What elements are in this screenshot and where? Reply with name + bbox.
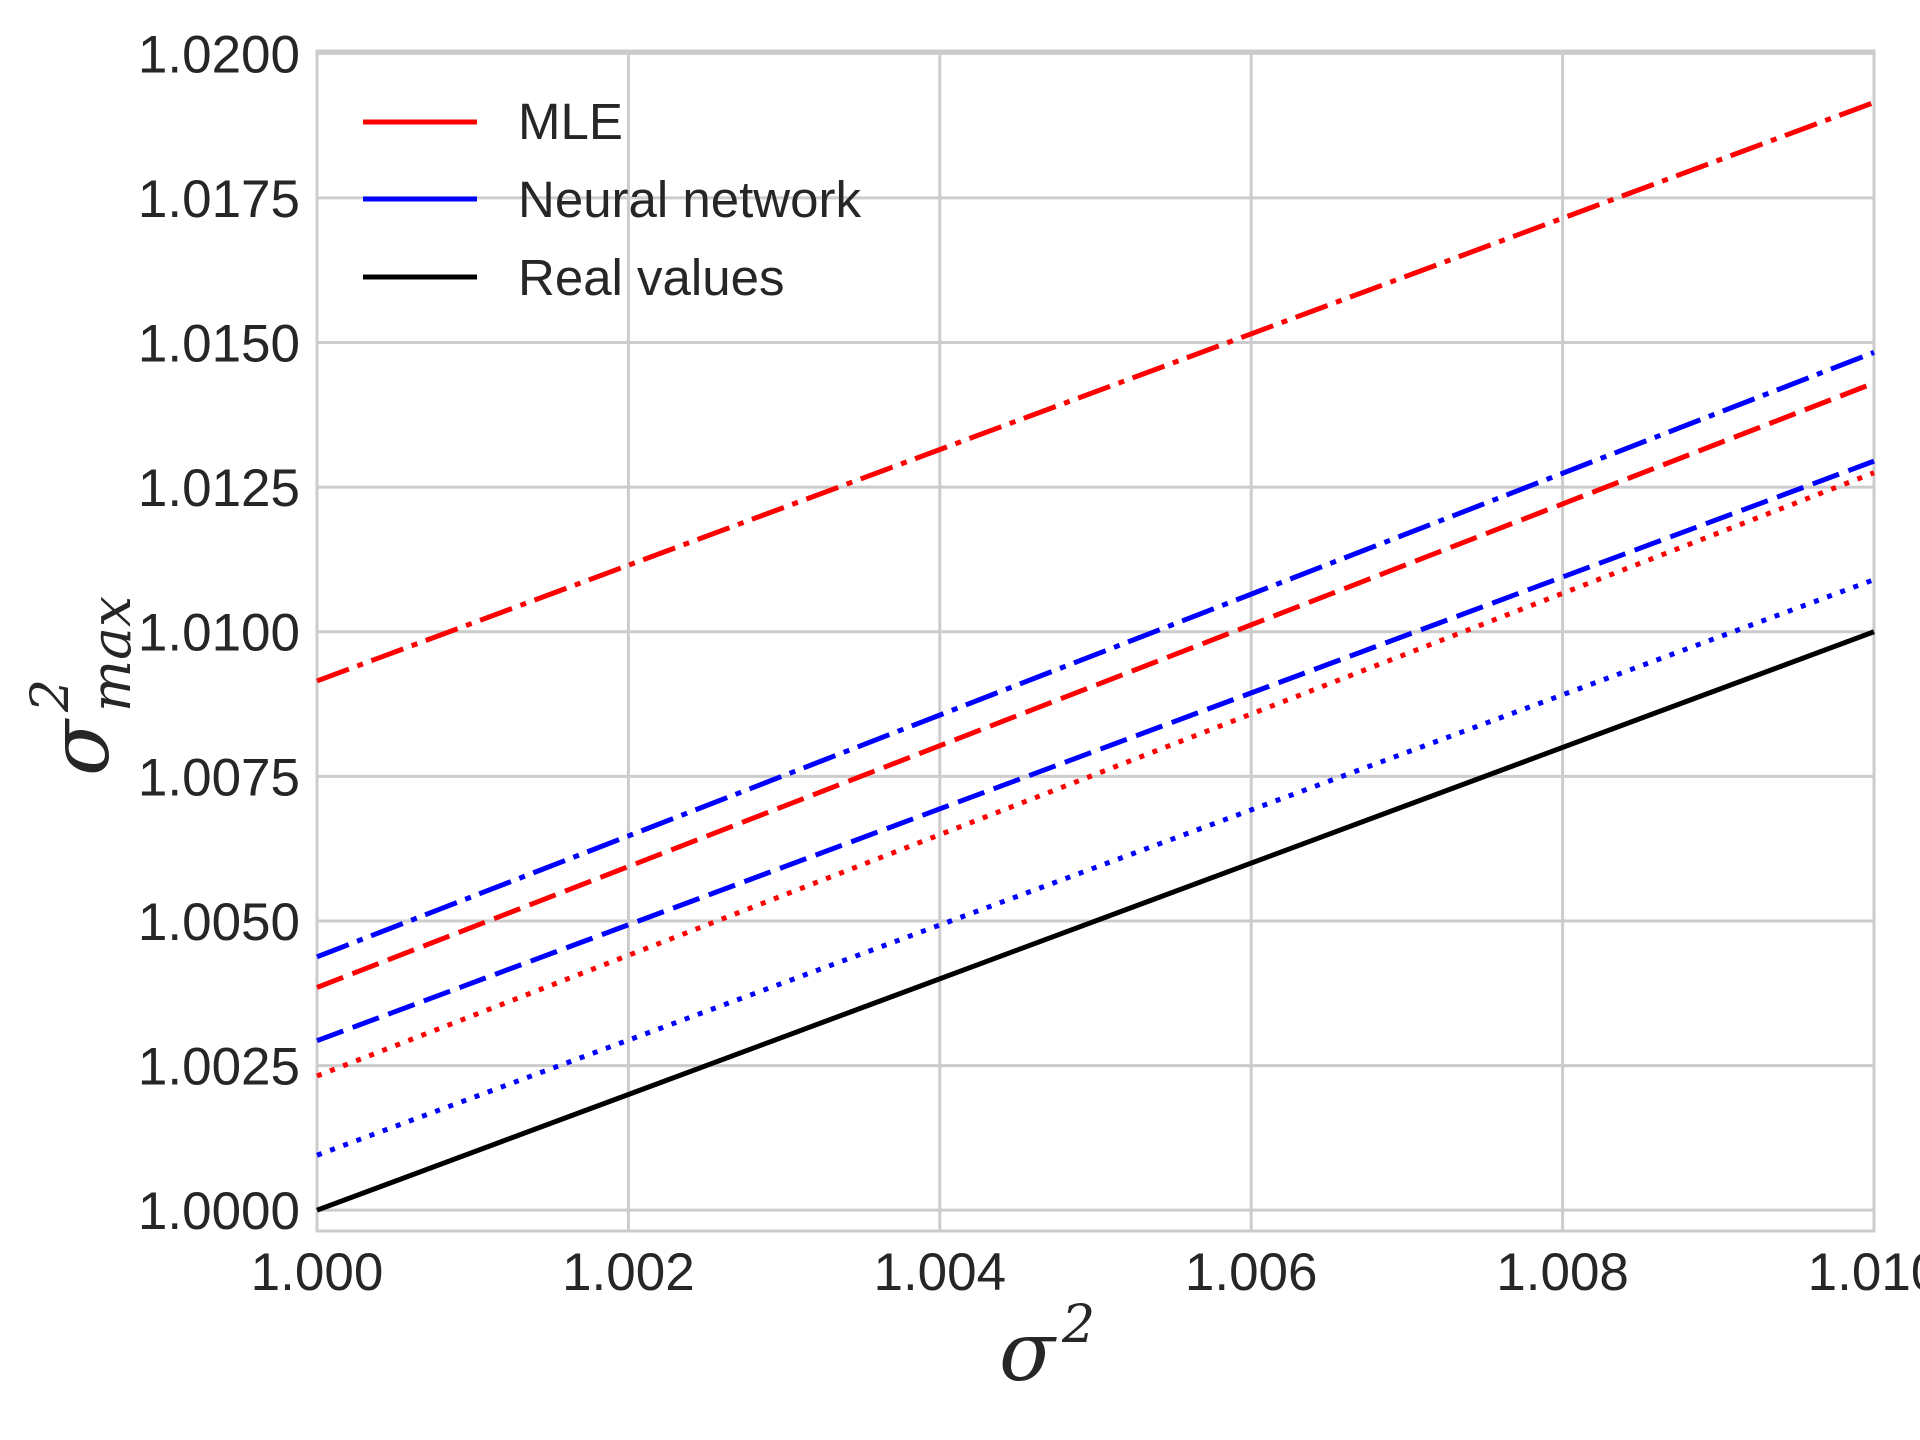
y-axis-label-superscript: 2 bbox=[21, 679, 81, 713]
x-tick-label: 1.010 bbox=[1808, 1243, 1920, 1302]
x-tick-label: 1.002 bbox=[562, 1243, 695, 1302]
series-line-real-values bbox=[316, 629, 1875, 1213]
legend-label-real-values: Real values bbox=[518, 249, 784, 306]
legend: MLE Neural network Real values bbox=[363, 93, 861, 306]
y-tick-label: 1.0125 bbox=[138, 459, 300, 518]
x-axis-label-superscript: 2 bbox=[1061, 1295, 1095, 1355]
x-tick-label: 1.004 bbox=[873, 1243, 1006, 1302]
series-lines bbox=[316, 100, 1875, 1213]
series-line-mle-dash-dot bbox=[316, 100, 1875, 684]
y-axis-label: σ bbox=[33, 718, 128, 776]
plot-background bbox=[317, 51, 1874, 1231]
series-line-mle-dashed bbox=[316, 380, 1875, 990]
x-axis-label: σ bbox=[999, 1305, 1057, 1400]
x-tick-label: 1.006 bbox=[1185, 1243, 1318, 1302]
legend-label-mle: MLE bbox=[518, 93, 623, 150]
series-line-neural-network-dotted bbox=[316, 577, 1875, 1158]
y-axis-label-subscript: max bbox=[79, 596, 143, 712]
x-tick-label: 1.000 bbox=[251, 1243, 384, 1302]
x-tick-labels: 1.000 1.002 1.004 1.006 1.008 1.010 bbox=[251, 1243, 1920, 1302]
y-tick-label: 1.0100 bbox=[138, 604, 300, 663]
y-axis-label-group: σ 2 max bbox=[21, 596, 143, 776]
y-tick-label: 1.0050 bbox=[138, 893, 300, 952]
legend-label-neural-network: Neural network bbox=[518, 171, 861, 228]
y-tick-label: 1.0075 bbox=[138, 748, 300, 807]
series-line-neural-network-dashed bbox=[316, 458, 1875, 1044]
y-tick-label: 1.0200 bbox=[138, 25, 300, 84]
y-tick-label: 1.0025 bbox=[138, 1038, 300, 1097]
plot-frame bbox=[315, 49, 1876, 1233]
series-line-neural-network-dash-dot bbox=[316, 350, 1875, 960]
y-tick-label: 1.0000 bbox=[138, 1182, 300, 1241]
x-tick-label: 1.008 bbox=[1496, 1243, 1629, 1302]
y-tick-label: 1.0175 bbox=[138, 170, 300, 229]
y-tick-label: 1.0150 bbox=[138, 315, 300, 374]
y-tick-labels: 1.0000 1.0025 1.0050 1.0075 1.0100 1.0125 1.01… bbox=[138, 25, 300, 1241]
